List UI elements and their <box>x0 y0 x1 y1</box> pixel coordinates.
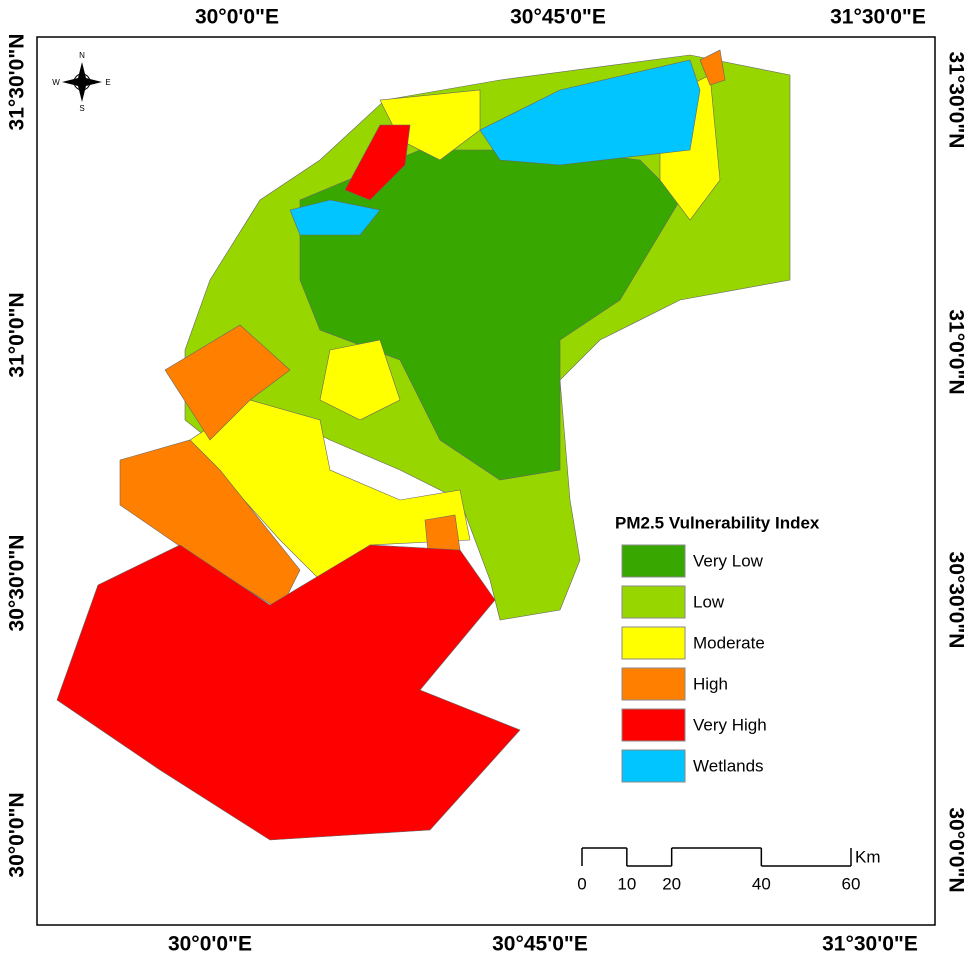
region-high <box>119 439 301 611</box>
right-coord-label: 31°30'0"N <box>944 52 967 149</box>
right-coord-label: 30°0'0"N <box>944 807 967 892</box>
bottom-coord-label: 31°30'0"E <box>822 933 918 956</box>
region-high <box>424 514 461 553</box>
legend-label: Very Low <box>693 551 764 570</box>
scale-unit: Km <box>855 847 881 866</box>
region-moderate <box>319 339 401 421</box>
legend-swatch <box>621 544 686 578</box>
legend-swatch <box>621 626 686 660</box>
compass: N S E W <box>52 51 110 113</box>
legend-label: Very High <box>693 715 767 734</box>
left-coord-label: 31°0'0"N <box>6 292 29 377</box>
legend-label: Low <box>693 592 725 611</box>
legend-label: High <box>693 674 728 693</box>
compass-s: S <box>79 104 84 113</box>
scale-label: 0 <box>577 874 586 893</box>
left-coord-label: 30°30'0"N <box>6 535 29 632</box>
region-moderate <box>189 399 471 581</box>
legend-title: PM2.5 Vulnerability Index <box>615 513 820 532</box>
legend-swatch <box>621 708 686 742</box>
top-coord-label: 30°0'0"E <box>195 6 279 29</box>
scale-label: 60 <box>842 874 861 893</box>
right-coord-label: 31°0'0"N <box>944 309 967 394</box>
top-coord-label: 31°30'0"E <box>830 6 926 29</box>
region-high <box>699 49 726 86</box>
compass-w: W <box>52 78 60 87</box>
legend: Very Low Low Moderate High Very High Wetlands <box>621 544 767 783</box>
legend-label: Wetlands <box>693 756 764 775</box>
scale-label: 20 <box>662 874 681 893</box>
bottom-coord-label: 30°0'0"E <box>168 933 252 956</box>
compass-n: N <box>79 51 85 60</box>
left-coord-label: 30°0'0"N <box>6 792 29 877</box>
legend-swatch <box>621 749 686 783</box>
legend-swatch <box>621 585 686 619</box>
region-wetlands <box>289 199 381 236</box>
region-wetlands <box>479 59 701 166</box>
compass-e: E <box>105 78 110 87</box>
scale-bar: 0 10 20 40 60 Km <box>577 847 881 893</box>
coordinate-labels: 30°0'0"E 30°45'0"E 31°30'0"E 30°0'0"E 30°45'… <box>6 6 968 956</box>
right-coord-label: 30°30'0"N <box>944 552 967 649</box>
left-coord-label: 31°30'0"N <box>6 34 29 131</box>
region-very-high <box>56 544 521 841</box>
scale-label: 40 <box>752 874 771 893</box>
region-high <box>164 324 291 441</box>
legend-swatch <box>621 667 686 701</box>
region-very-high <box>344 124 411 201</box>
bottom-coord-label: 30°45'0"E <box>492 933 588 956</box>
legend-label: Moderate <box>693 633 765 652</box>
map-regions <box>56 49 791 841</box>
top-coord-label: 30°45'0"E <box>510 6 606 29</box>
scale-label: 10 <box>617 874 636 893</box>
